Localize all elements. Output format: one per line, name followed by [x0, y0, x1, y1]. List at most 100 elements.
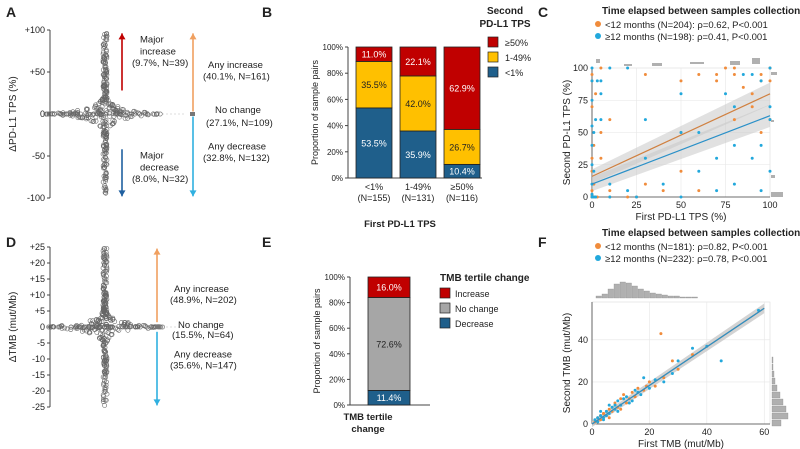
panel-B-y-axis-label: Proportion of sample pairs: [310, 59, 320, 165]
panel-D-point: [103, 364, 109, 370]
panel-C-y-tick-label: 50: [578, 128, 588, 138]
panel-B-y-tick-label: 40%: [327, 122, 343, 131]
panel-C-point: [599, 79, 603, 83]
panel-D-point: [73, 324, 79, 330]
panel-D-point: [104, 379, 109, 385]
panel-D-point: [102, 385, 108, 391]
panel-A-y-tick-label: 0: [40, 109, 45, 119]
panel-D-point: [104, 311, 110, 317]
panel-C-point: [759, 131, 763, 134]
panel-D-point: [102, 348, 108, 354]
panel-D-point: [101, 251, 107, 256]
panel-F-point: [596, 416, 600, 420]
panel-D-point: [102, 397, 108, 403]
panel-D-point: [57, 324, 63, 330]
panel-E-legend-label: Increase: [455, 289, 490, 299]
panel-D-point: [105, 311, 110, 317]
panel-E-legend-swatch: [439, 287, 451, 299]
panel-D-point: [87, 318, 93, 324]
panel-A-point: [94, 110, 100, 116]
panel-C-x-tick-label: 100: [762, 200, 777, 210]
panel-C-point: [590, 189, 594, 193]
panel-F-legend-label: <12 months (N=181): ρ=0.82, P<0.001: [605, 242, 768, 253]
panel-C-point: [608, 195, 612, 199]
panel-F-x-tick-label: 40: [702, 427, 712, 437]
panel-D-point: [125, 320, 131, 326]
panel-C-title: Time elapsed between samples collection: [602, 6, 800, 17]
panel-C-point: [599, 118, 603, 122]
panel-C-point: [590, 79, 594, 83]
panel-C-legend-marker: [595, 21, 601, 27]
panel-F-point: [613, 403, 617, 407]
panel-D-point: [100, 374, 106, 380]
panel-A-point: [104, 54, 110, 59]
panel-C-y-tick-label: 75: [578, 95, 588, 105]
panel-A-major-decrease-detail: (8.0%, N=32): [132, 174, 188, 185]
panel-D-point: [86, 324, 92, 330]
panel-A-y-tick-label: -50: [32, 151, 45, 161]
panel-A-point: [48, 111, 53, 117]
panel-F-point: [610, 405, 614, 409]
panel-F-point: [625, 401, 628, 405]
panel-A-point: [102, 94, 108, 99]
panel-C-point: [750, 73, 754, 76]
panel-D-point: [104, 267, 110, 273]
panel-D-no-change-marker: [155, 325, 160, 329]
panel-C-point: [608, 189, 612, 193]
panel-D-point: [104, 265, 110, 271]
panel-B-y-tick-label: 60%: [327, 95, 343, 104]
panel-A-major-increase-arrow-head: [118, 33, 126, 40]
panel-D-point: [144, 324, 150, 330]
panel-A-point: [101, 55, 106, 60]
panel-D-y-tick-label: 0: [40, 322, 45, 332]
panel-B-legend-label: ≥50%: [505, 38, 528, 48]
panel-B-legend-swatch: [487, 66, 499, 78]
panel-D-point: [108, 315, 113, 321]
panel-D-point: [103, 355, 108, 361]
panel-label-F: F: [538, 234, 547, 250]
panel-D-point: [103, 371, 108, 377]
panel-C-point: [590, 143, 594, 147]
panel-F-fit-line: [591, 307, 765, 425]
panel-C-point: [643, 118, 647, 122]
panel-D-point: [101, 282, 106, 288]
panel-D-any-increase-label: Any increase: [174, 284, 229, 295]
panel-F-right-marginal-bar: [771, 363, 774, 371]
panel-A-point: [58, 111, 64, 117]
panel-A-point: [104, 70, 109, 76]
panel-D-point: [102, 369, 107, 375]
panel-C-top-marginal-bar: [690, 62, 704, 64]
panel-A-point: [101, 162, 107, 168]
panel-F-x-tick-label: 0: [589, 427, 594, 437]
panel-B-legend-label: 1-49%: [505, 53, 531, 63]
panel-F-point: [676, 367, 680, 371]
panel-A-point: [90, 112, 96, 118]
panel-D-point: [101, 388, 107, 394]
panel-C-point: [599, 131, 603, 134]
panel-B-y-tick-label: 100%: [323, 43, 343, 52]
panel-D-point: [121, 323, 127, 329]
panel-D-point: [90, 318, 96, 324]
panel-B-legend-label: <1%: [505, 68, 523, 78]
panel-A-point: [78, 115, 83, 121]
panel-D-point: [95, 325, 101, 330]
panel-A-point: [116, 110, 121, 116]
panel-A-point: [122, 116, 128, 121]
panel-D-y-tick-label: +20: [30, 258, 45, 268]
panel-C-point: [590, 156, 594, 160]
panel-A-point: [141, 109, 147, 115]
panel-C-point: [643, 182, 647, 186]
panel-F-point: [602, 412, 605, 415]
panel-B-segment-label: 22.1%: [405, 57, 431, 67]
panel-A-point: [157, 111, 163, 117]
panel-F-point: [613, 401, 617, 405]
panel-B-bar-segment: [443, 128, 481, 165]
panel-A-point: [104, 132, 110, 138]
panel-A-point: [79, 115, 85, 121]
panel-A-point: [76, 114, 82, 119]
panel-C-point: [732, 143, 736, 147]
panel-C-top-marginal-bar: [730, 61, 740, 65]
panel-A-point: [103, 178, 108, 184]
panel-A-point: [104, 72, 110, 78]
panel-B-y-tick-label: 20%: [327, 148, 343, 157]
